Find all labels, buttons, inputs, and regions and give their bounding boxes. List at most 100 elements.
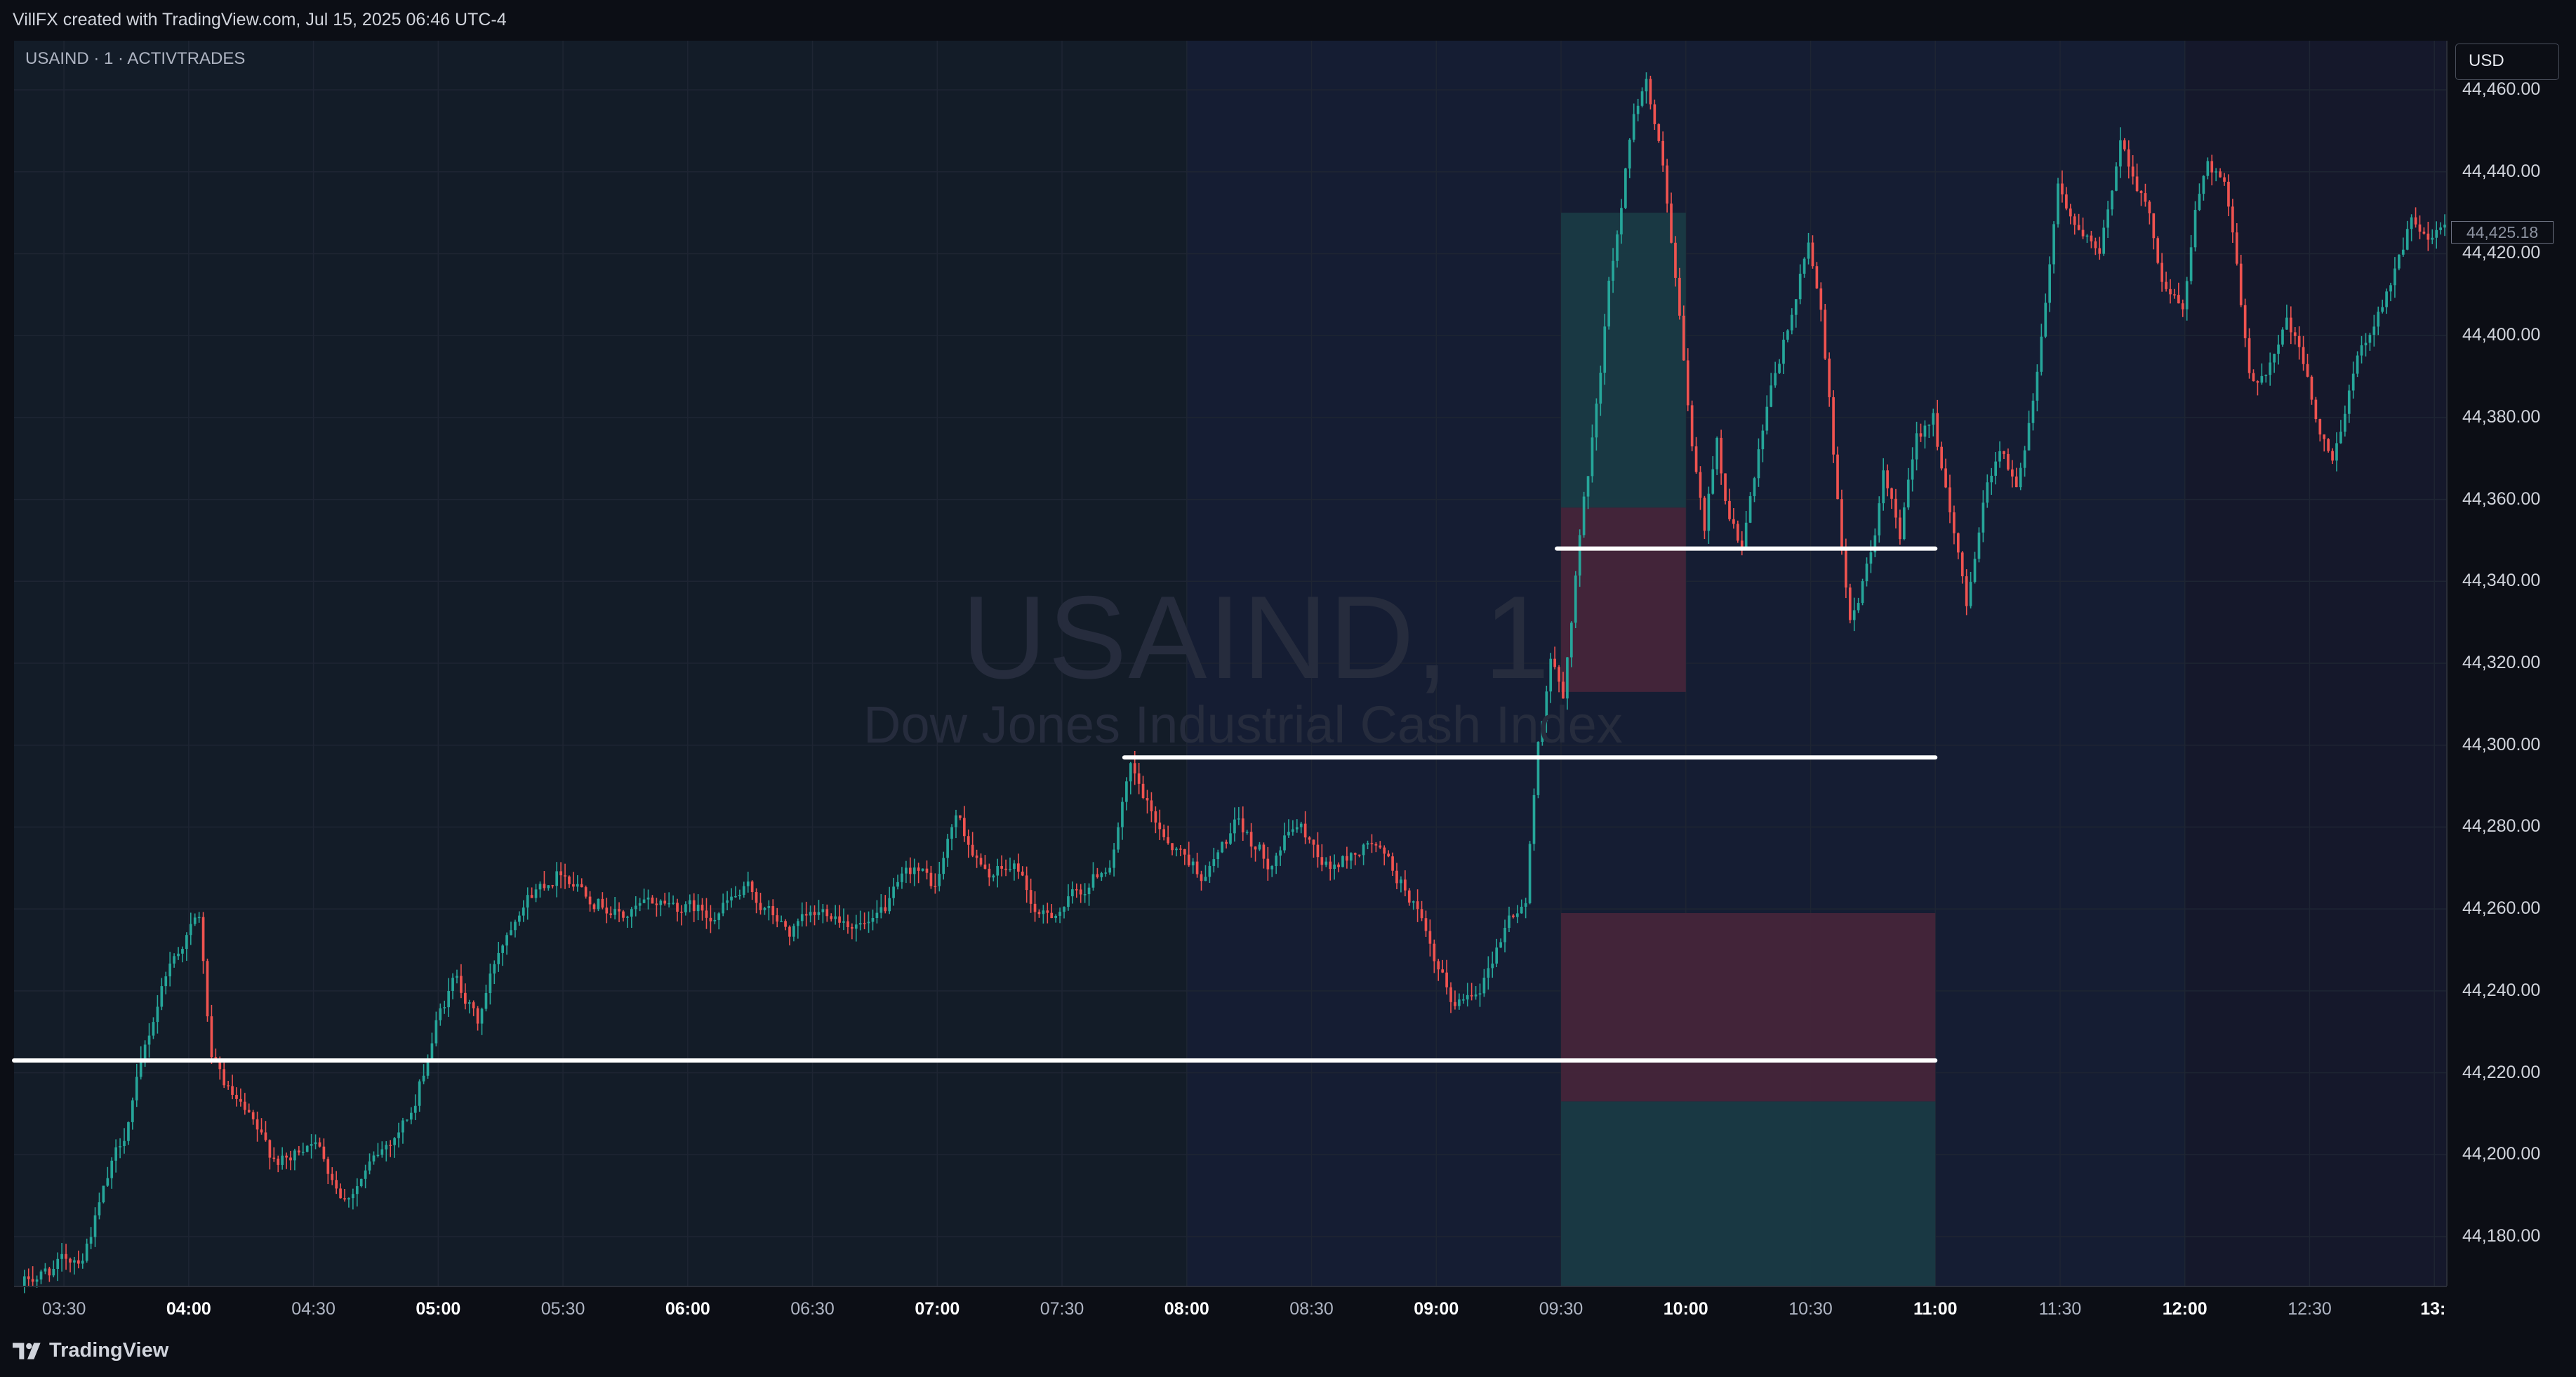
candle-body	[1591, 437, 1594, 477]
candle-body	[2401, 249, 2405, 255]
candle-body	[2073, 216, 2076, 225]
candle-body	[1212, 859, 1216, 866]
candle-body	[1566, 657, 1569, 699]
candle-body	[1362, 844, 1365, 856]
candle-body	[1063, 907, 1065, 912]
candle-body	[1279, 850, 1282, 856]
candle-body	[1050, 912, 1054, 919]
candle-body	[1357, 854, 1361, 856]
candle-body	[1794, 299, 1798, 315]
candle-body	[2443, 225, 2446, 228]
candle-body	[2368, 335, 2372, 343]
time-label: 13:	[2420, 1299, 2446, 1319]
candle-body	[1067, 896, 1070, 907]
candle-body	[293, 1150, 296, 1161]
candle-body	[2293, 332, 2297, 336]
candle-body	[1308, 837, 1311, 840]
candle-body	[1445, 972, 1448, 987]
candle-body	[2310, 376, 2313, 400]
candle-body	[1200, 874, 1203, 882]
candle-body	[1503, 928, 1506, 943]
zone-green-4[interactable]	[1561, 1101, 1936, 1286]
candle-body	[1524, 903, 1527, 907]
candle-body	[1175, 849, 1178, 851]
candle-body	[1428, 931, 1432, 944]
candle-body	[1487, 968, 1490, 978]
zone-red-3[interactable]	[1561, 912, 1936, 1102]
candle-body	[131, 1100, 134, 1122]
tradingview-logo[interactable]: TradingView	[13, 1339, 168, 1362]
candle-body	[1404, 879, 1407, 891]
candle-body	[1578, 535, 1581, 576]
candle-body	[847, 921, 849, 927]
candle-body	[946, 839, 949, 858]
candle-body	[634, 905, 637, 910]
candle-body	[518, 915, 521, 922]
candle-body	[355, 1186, 359, 1195]
candle-body	[705, 910, 708, 918]
candle-body	[484, 992, 488, 1009]
candle-body	[106, 1178, 109, 1186]
candle-body	[1237, 818, 1240, 820]
candle-body	[1715, 437, 1719, 470]
candle-body	[1370, 843, 1374, 844]
candle-body	[1890, 488, 1893, 499]
price-label: 44,460.00	[2462, 79, 2541, 100]
candle-body	[547, 885, 550, 889]
candle-body	[934, 886, 937, 888]
candle-body	[605, 907, 609, 914]
candle-body	[905, 867, 908, 874]
candle-body	[908, 867, 912, 874]
symbol-legend[interactable]: USAIND · 1 · ACTIVTRADES	[25, 49, 246, 68]
candle-body	[659, 900, 663, 905]
candle-body	[809, 912, 812, 916]
candle-body	[1241, 818, 1244, 832]
candle-body	[2152, 213, 2156, 239]
candle-body	[22, 1276, 26, 1286]
candle-body	[788, 926, 791, 937]
candle-body	[1628, 139, 1631, 169]
candle-body	[1275, 856, 1278, 866]
price-label: 44,340.00	[2462, 571, 2541, 591]
time-label: 07:00	[915, 1299, 960, 1319]
candle-body	[1412, 901, 1415, 903]
candle-body	[443, 1007, 446, 1009]
candle-body	[1569, 623, 1573, 658]
candle-body	[1295, 827, 1299, 830]
candle-body	[1046, 910, 1049, 913]
candle-body	[147, 1035, 151, 1045]
footer-bar: TradingView	[0, 1328, 2576, 1377]
candle-body	[510, 930, 512, 936]
candle-body	[613, 909, 616, 915]
candle-body	[1740, 540, 1744, 548]
candle-body	[1395, 870, 1398, 884]
candle-body	[1387, 853, 1390, 857]
candle-body	[1919, 433, 1923, 437]
candle-body	[692, 900, 696, 912]
time-label: 12:30	[2288, 1299, 2332, 1319]
zone-green-1[interactable]	[1561, 213, 1686, 508]
currency-button[interactable]: USD	[2455, 44, 2559, 80]
price-label: 44,240.00	[2462, 980, 2541, 1000]
candle-body	[2335, 443, 2338, 461]
candle-body	[413, 1105, 417, 1113]
candle-body	[800, 914, 804, 922]
candle-body	[2044, 302, 2047, 337]
candle-body	[601, 898, 604, 908]
zone-red-2[interactable]	[1561, 507, 1686, 692]
candle-body	[260, 1129, 263, 1133]
candle-body	[2398, 254, 2401, 269]
candle-body	[1666, 165, 1668, 204]
candle-body	[1911, 459, 1914, 480]
candle-body	[1786, 330, 1789, 340]
candle-body	[1391, 856, 1394, 871]
candle-body	[534, 889, 538, 898]
candle-body	[1374, 844, 1378, 846]
candle-body	[1562, 681, 1565, 699]
price-label: 44,180.00	[2462, 1225, 2541, 1246]
candle-body	[1616, 234, 1619, 261]
candle-body	[767, 906, 771, 908]
candle-body	[771, 906, 775, 916]
candle-body	[1649, 79, 1652, 105]
